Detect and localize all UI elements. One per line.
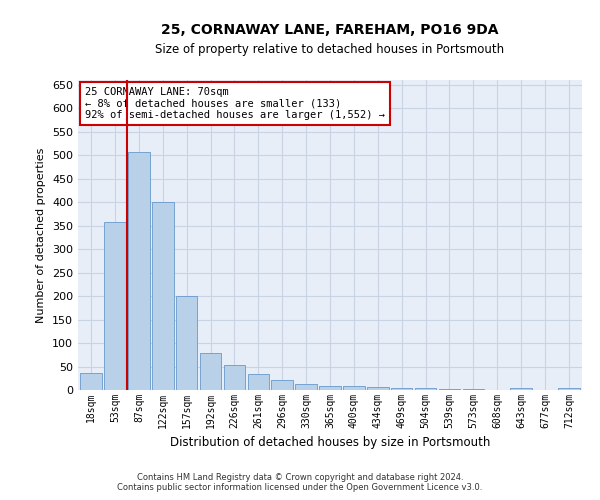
Bar [80, 372, 102, 390]
Bar [463, 389, 484, 390]
Text: 25, CORNAWAY LANE, FAREHAM, PO16 9DA: 25, CORNAWAY LANE, FAREHAM, PO16 9DA [161, 22, 499, 36]
X-axis label: Distribution of detached houses by size in Portsmouth: Distribution of detached houses by size … [170, 436, 490, 450]
Text: Size of property relative to detached houses in Portsmouth: Size of property relative to detached ho… [155, 42, 505, 56]
Bar [176, 296, 197, 390]
Bar [104, 222, 126, 390]
Bar [439, 388, 460, 390]
Text: Contains public sector information licensed under the Open Government Licence v3: Contains public sector information licen… [118, 484, 482, 492]
Bar [367, 387, 389, 390]
Bar [558, 388, 580, 390]
Bar [128, 152, 149, 390]
Bar [224, 365, 245, 390]
Bar [295, 384, 317, 390]
Bar [391, 388, 412, 390]
Bar [248, 374, 269, 390]
Bar [200, 354, 221, 390]
Text: Contains HM Land Registry data © Crown copyright and database right 2024.: Contains HM Land Registry data © Crown c… [137, 472, 463, 482]
Bar [271, 380, 293, 390]
Bar [319, 386, 341, 390]
Bar [343, 386, 365, 390]
Bar [415, 388, 436, 390]
Bar [511, 388, 532, 390]
Bar [152, 202, 173, 390]
Y-axis label: Number of detached properties: Number of detached properties [37, 148, 46, 322]
Text: 25 CORNAWAY LANE: 70sqm
← 8% of detached houses are smaller (133)
92% of semi-de: 25 CORNAWAY LANE: 70sqm ← 8% of detached… [85, 87, 385, 120]
